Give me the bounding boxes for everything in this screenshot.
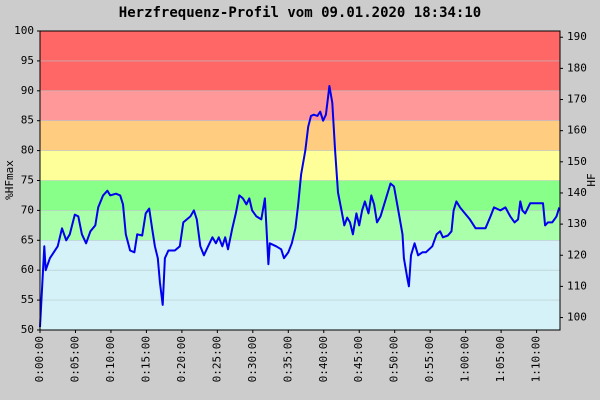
y-axis-label: %HFmax	[3, 160, 16, 200]
x-tick-label: 0:55:00	[423, 336, 436, 382]
x-tick-label: 0:25:00	[210, 336, 223, 382]
y2-axis-label: HF	[585, 173, 598, 186]
y2-tick-label: 160	[567, 124, 587, 137]
y2-tick-label: 130	[567, 217, 587, 230]
x-tick-label: 0:05:00	[68, 336, 81, 382]
x-tick-label: 0:40:00	[317, 336, 330, 382]
x-tick-label: 0:10:00	[104, 336, 117, 382]
y-tick-label: 60	[21, 263, 34, 276]
y2-tick-label: 170	[567, 93, 587, 106]
zone	[40, 90, 560, 121]
zone	[40, 210, 560, 241]
y-tick-label: 100	[14, 24, 34, 37]
plot-border	[39, 30, 561, 331]
y-tick-label: 50	[21, 323, 34, 336]
x-tick-label: 0:50:00	[388, 336, 401, 382]
y-tick-label: 75	[21, 174, 34, 187]
x-tick-label: 1:05:00	[494, 336, 507, 382]
x-tick-label: 0:45:00	[352, 336, 365, 382]
y-tick-label: 70	[21, 203, 34, 216]
y-tick-label: 90	[21, 84, 34, 97]
zone	[40, 120, 560, 151]
y2-tick-label: 190	[567, 30, 587, 43]
zone	[40, 240, 560, 330]
x-tick-label: 1:10:00	[530, 336, 543, 382]
chart-title: Herzfrequenz-Profil vom 09.01.2020 18:34…	[119, 5, 481, 21]
y2-tick-label: 180	[567, 61, 587, 74]
x-tick-label: 0:15:00	[139, 336, 152, 382]
y2-tick-label: 120	[567, 248, 587, 261]
y2-tick-label: 100	[567, 311, 587, 324]
x-tick-label: 0:00:00	[33, 336, 46, 382]
y-tick-label: 95	[21, 54, 34, 67]
x-tick-label: 0:30:00	[246, 336, 259, 382]
y2-tick-label: 150	[567, 155, 587, 168]
x-tick-label: 0:20:00	[175, 336, 188, 382]
y2-tick-label: 140	[567, 186, 587, 199]
y-tick-label: 85	[21, 114, 34, 127]
y-tick-label: 80	[21, 144, 34, 157]
y-tick-label: 65	[21, 233, 34, 246]
x-tick-label: 1:00:00	[459, 336, 472, 382]
y-tick-label: 55	[21, 293, 34, 306]
y2-tick-label: 110	[567, 279, 587, 292]
x-tick-label: 0:35:00	[281, 336, 294, 382]
hr-line	[39, 85, 561, 328]
